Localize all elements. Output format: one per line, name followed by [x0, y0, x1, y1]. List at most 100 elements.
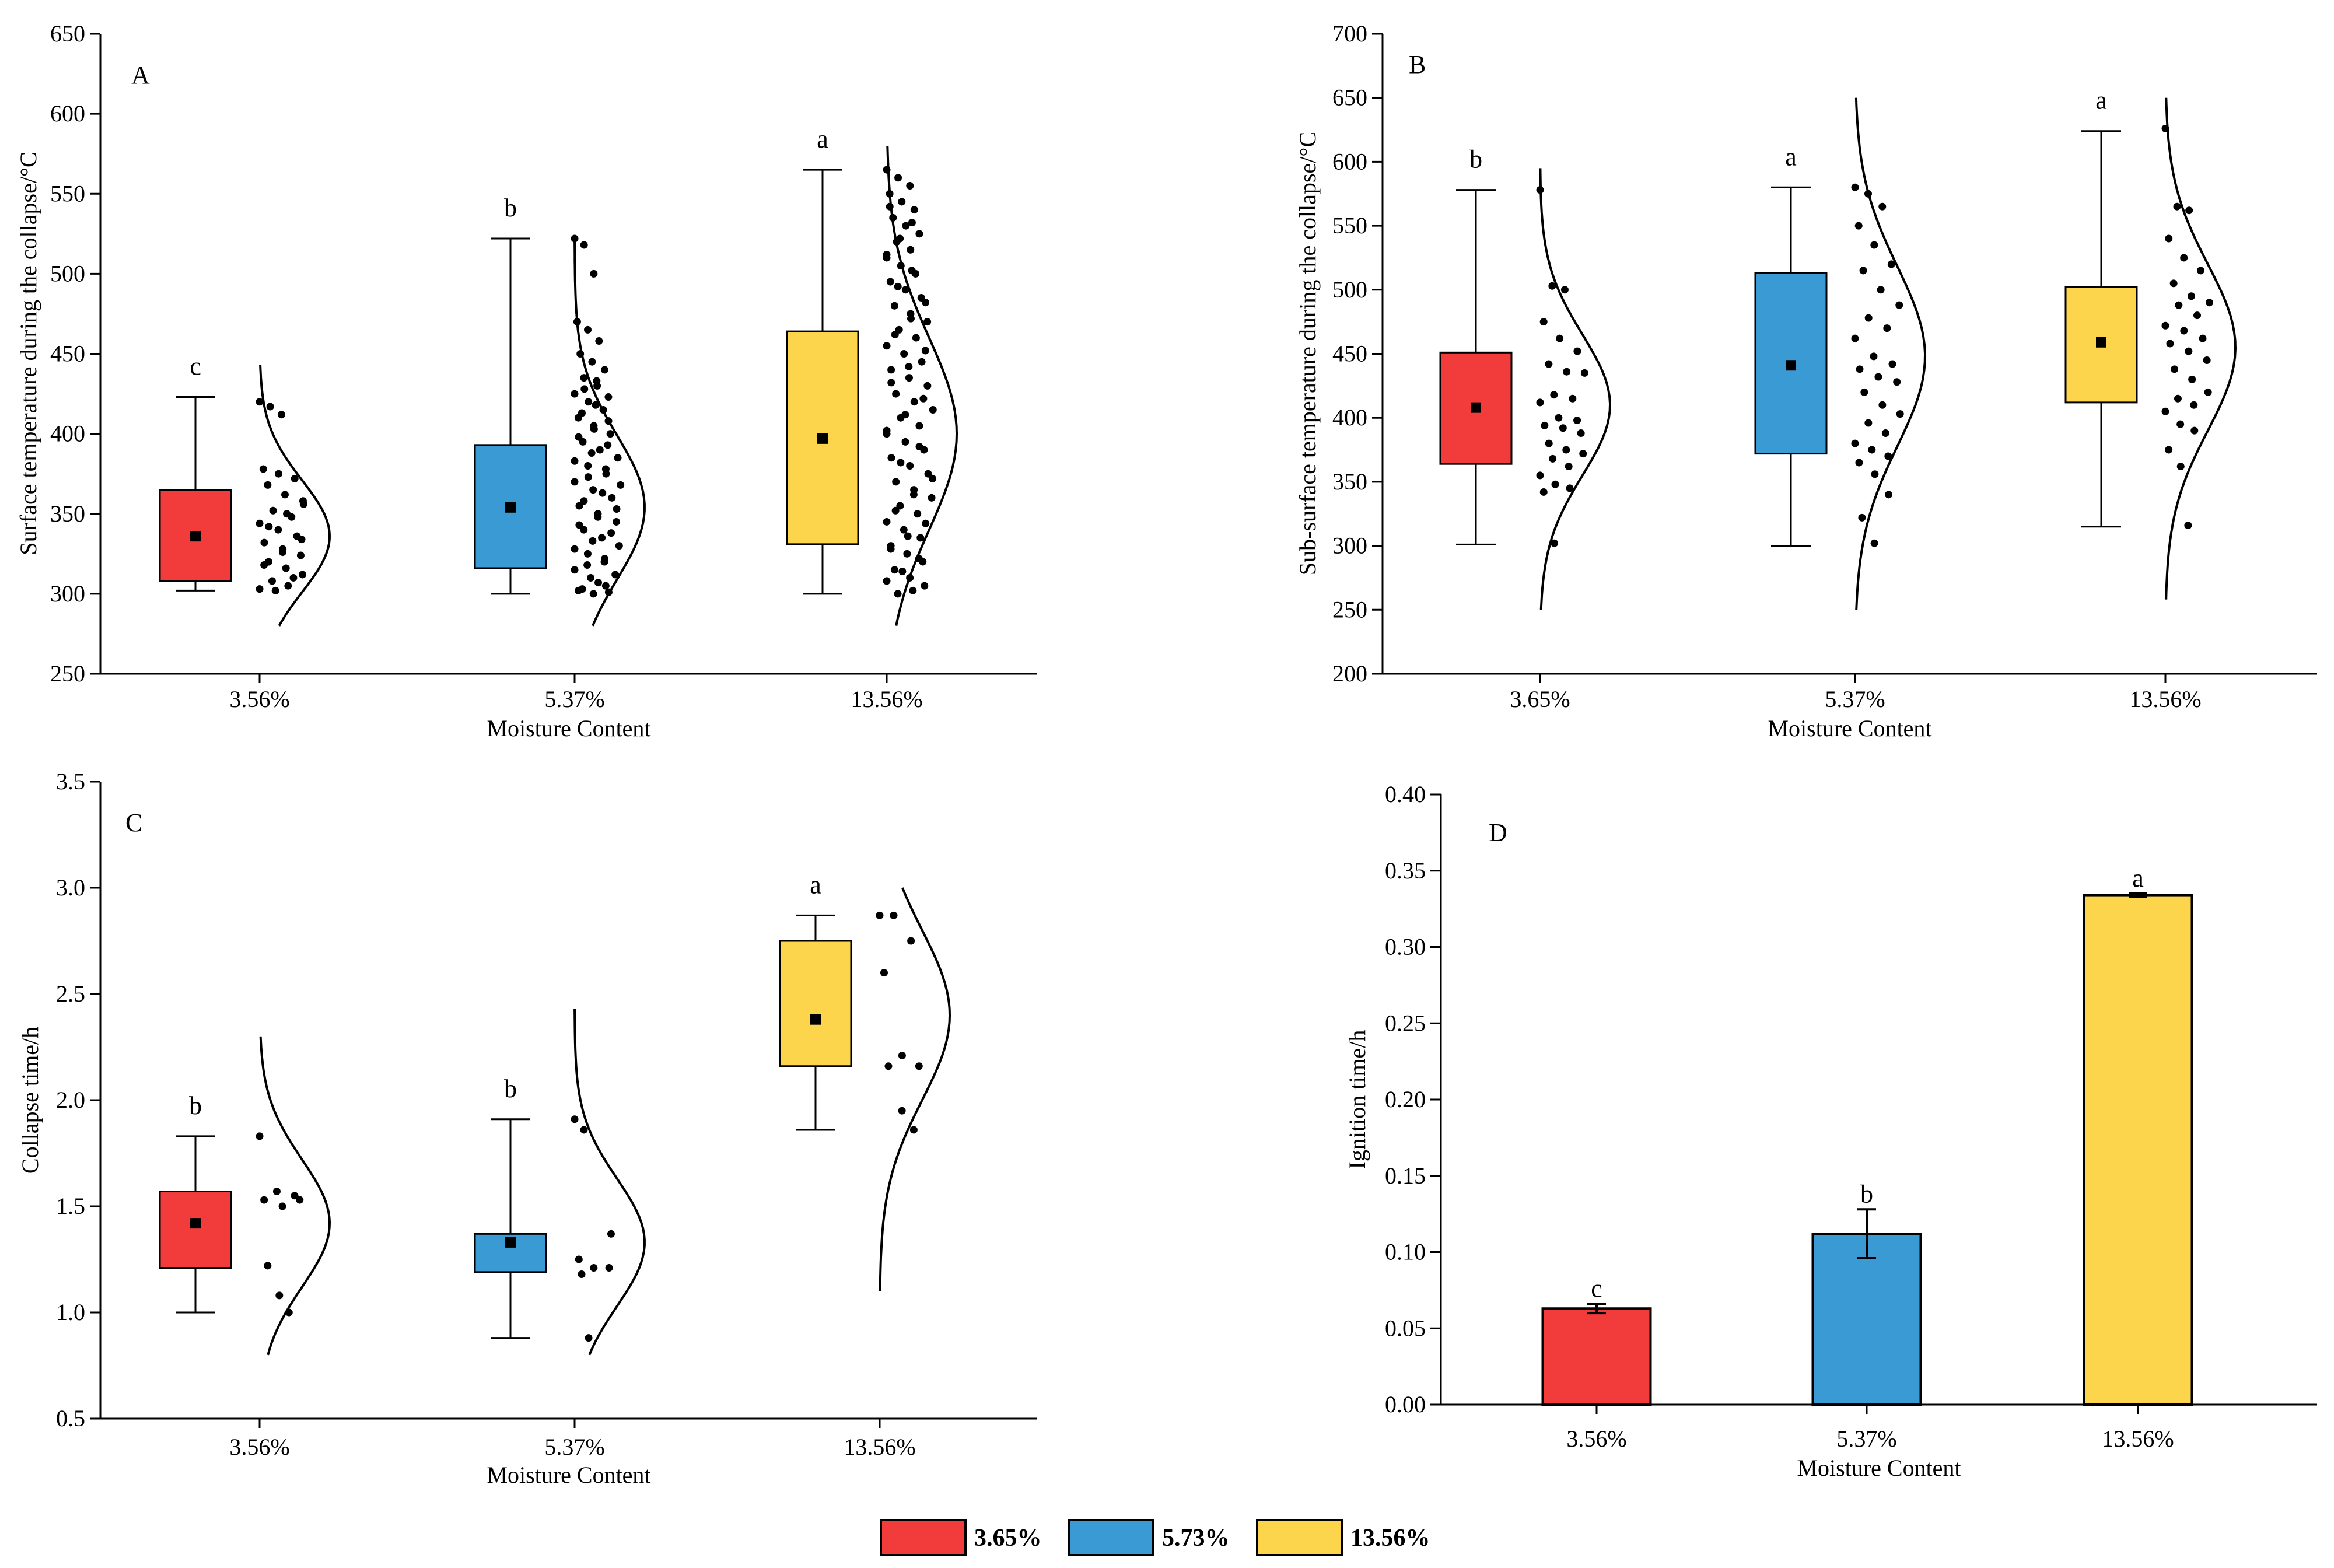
y-tick-label: 3.0: [56, 874, 85, 901]
y-tick-label: 450: [1332, 341, 1367, 367]
data-point: [1550, 391, 1558, 399]
data-point: [587, 573, 595, 582]
data-point: [281, 491, 289, 499]
data-point: [2204, 388, 2212, 396]
data-point: [891, 506, 900, 514]
data-point: [1559, 424, 1567, 432]
x-tick-label: 5.37%: [544, 686, 604, 712]
data-point: [593, 377, 601, 385]
data-point: [2176, 463, 2185, 471]
data-point: [919, 394, 928, 402]
data-point: [580, 526, 588, 534]
mean-marker: [2096, 337, 2106, 348]
data-point: [912, 334, 920, 342]
data-point: [1580, 369, 1588, 377]
data-point: [909, 1126, 918, 1134]
y-tick-label: 0.00: [1385, 1391, 1426, 1418]
data-point: [601, 465, 610, 473]
data-point: [884, 1062, 893, 1070]
data-point: [274, 526, 282, 534]
data-point: [585, 398, 593, 406]
data-point: [571, 1115, 579, 1124]
data-point: [296, 551, 305, 559]
data-point: [1874, 373, 1882, 381]
data-point: [1569, 394, 1577, 402]
y-tick-label: 400: [50, 421, 85, 447]
data-point: [1560, 286, 1569, 294]
data-point: [896, 235, 904, 243]
data-point: [571, 566, 579, 574]
data-point: [897, 459, 905, 467]
data-point: [2199, 334, 2207, 342]
data-point: [1870, 352, 1878, 360]
data-point: [592, 401, 600, 409]
data-point: [2173, 202, 2181, 211]
data-point: [929, 405, 937, 414]
x-tick-label: 5.37%: [1836, 1426, 1896, 1452]
y-tick-label: 0.40: [1385, 781, 1426, 807]
density-curve: [1539, 168, 1612, 610]
data-point: [929, 474, 937, 482]
data-point: [883, 426, 891, 435]
data-point: [588, 358, 596, 366]
data-point: [2165, 235, 2173, 243]
y-tick-label: 0.25: [1385, 1010, 1426, 1036]
y-axis-label: Sub-surface temperature during the colla…: [1294, 132, 1321, 575]
data-point: [896, 502, 904, 510]
data-point: [918, 358, 926, 366]
significance-letter: a: [810, 870, 821, 899]
data-point: [606, 430, 614, 438]
data-point: [1885, 491, 1893, 499]
y-tick-label: 700: [1332, 20, 1367, 47]
data-point: [908, 219, 916, 227]
data-point: [916, 534, 925, 542]
panel-c-collapse-time-chart: 0.5 1.0 1.5 2.0 2.5 3.0 3.5 3.56% 5.37% 13.56% Moi…: [17, 768, 1037, 1488]
data-point: [278, 548, 286, 556]
data-point: [604, 393, 613, 401]
data-point: [907, 314, 915, 323]
significance-letter: c: [190, 352, 201, 381]
data-point: [922, 519, 930, 527]
data-point: [2180, 327, 2188, 335]
panel-a-surface-temperature-chart: 250 300 350 400 450 500 550 600 650 3.56% 5.37% 13.…: [15, 20, 1037, 741]
data-point: [2196, 267, 2204, 275]
data-point: [901, 286, 909, 294]
data-point: [590, 1264, 598, 1272]
y-tick-label: 500: [50, 260, 85, 286]
data-point: [283, 510, 291, 518]
data-point: [578, 409, 586, 417]
data-point: [2174, 394, 2182, 402]
x-tick-label: 3.65%: [1510, 686, 1570, 712]
data-point: [291, 1192, 299, 1200]
data-point: [914, 510, 922, 518]
mean-marker: [190, 1218, 201, 1229]
data-point: [2190, 426, 2199, 435]
data-point: [2176, 420, 2185, 428]
data-point: [615, 542, 623, 550]
data-point: [580, 385, 589, 393]
legend-swatch: [1068, 1519, 1154, 1556]
data-point: [575, 521, 583, 529]
data-point: [291, 474, 299, 482]
data-point: [1549, 454, 1557, 463]
data-point: [883, 250, 891, 258]
data-point: [1573, 416, 1581, 425]
data-point: [1562, 446, 1570, 454]
data-point: [601, 582, 610, 590]
x-tick-label: 5.37%: [1825, 686, 1885, 712]
density-curve: [1854, 97, 1927, 610]
data-point: [1878, 202, 1887, 211]
data-point: [1859, 267, 1867, 275]
data-point: [1887, 260, 1895, 268]
data-point: [910, 206, 918, 214]
data-point: [1536, 398, 1544, 407]
data-point: [1851, 439, 1859, 447]
data-point: [1577, 429, 1585, 438]
data-point: [575, 433, 583, 441]
data-point: [607, 1230, 615, 1238]
data-point: [589, 486, 597, 494]
data-point: [906, 461, 914, 470]
data-point: [617, 481, 625, 489]
data-point: [1878, 401, 1887, 409]
